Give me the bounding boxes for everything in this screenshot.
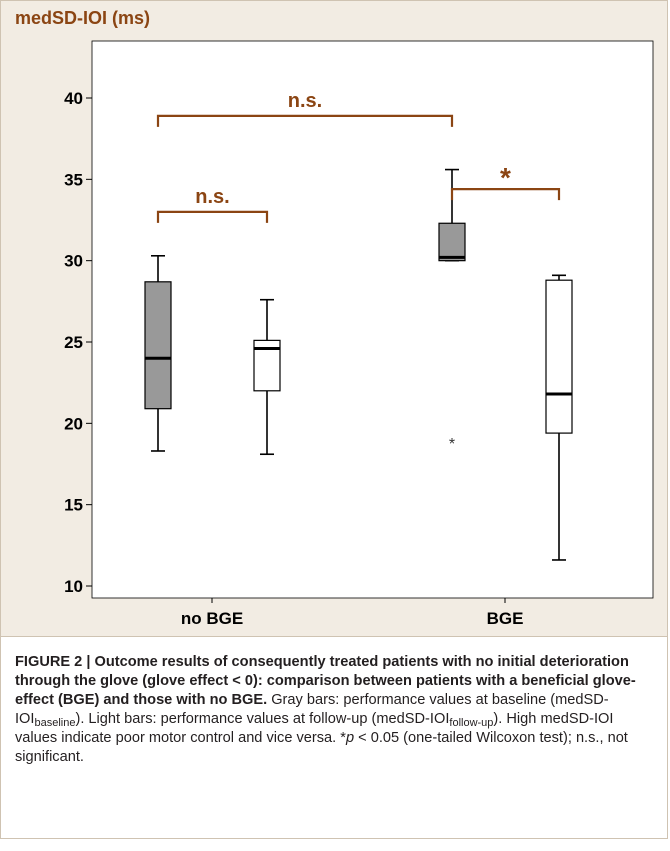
caption-box: FIGURE 2 | Outcome results of consequent… bbox=[0, 637, 668, 839]
y-tick-label: 35 bbox=[64, 170, 83, 189]
caption-tail: < 0.05 (one-tailed Wilcoxon test); n.s.,… bbox=[15, 730, 628, 765]
bracket-line bbox=[450, 187, 561, 201]
caption-light-pre: Light bars: performance values at follow… bbox=[84, 711, 450, 727]
box-iqr bbox=[144, 281, 172, 410]
caption-gray-sub: baseline bbox=[34, 717, 76, 729]
y-tick-label: 10 bbox=[64, 577, 83, 596]
caption-gray-pre: Gray bars: performance values at baselin… bbox=[15, 692, 609, 727]
x-tick-label: no BGE bbox=[181, 609, 243, 628]
y-tick-label: 40 bbox=[64, 89, 83, 108]
figure-caption: FIGURE 2 | Outcome results of consequent… bbox=[15, 653, 655, 767]
box-1 bbox=[144, 254, 172, 452]
box-2 bbox=[253, 298, 281, 456]
significance-label: n.s. bbox=[195, 186, 229, 208]
significance-label: n.s. bbox=[288, 90, 322, 112]
caption-p: p bbox=[345, 730, 355, 746]
significance-label: * bbox=[500, 162, 511, 193]
boxplot-chart: medSD-IOI (ms) 10 15 20 25 30 35 40 no BGE BGE * n.… bbox=[15, 8, 654, 628]
bracket-line bbox=[156, 210, 269, 223]
figure-panel: medSD-IOI (ms) 10 15 20 25 30 35 40 no BGE BGE * n.… bbox=[0, 0, 668, 637]
caption-light-post: ). High medSD-IOI values indicate poor m… bbox=[15, 711, 614, 746]
bracket-line bbox=[156, 114, 454, 127]
box-iqr bbox=[545, 279, 573, 434]
significance-bracket-1: n.s. bbox=[156, 186, 269, 223]
outlier-point: * bbox=[449, 436, 455, 453]
significance-bracket-3: * bbox=[450, 162, 561, 201]
y-tick-label: 20 bbox=[64, 414, 83, 433]
y-tick-label: 30 bbox=[64, 252, 83, 271]
significance-bracket-2: n.s. bbox=[156, 90, 454, 127]
box-iqr bbox=[438, 222, 466, 262]
caption-gray-post: ). bbox=[75, 711, 85, 727]
y-tick-label: 25 bbox=[64, 333, 83, 352]
x-tick-label: BGE bbox=[487, 609, 524, 628]
y-tick-label: 15 bbox=[64, 496, 83, 515]
chart-title: medSD-IOI (ms) bbox=[15, 8, 150, 28]
caption-lead: FIGURE 2 | Outcome results of consequent… bbox=[15, 654, 636, 708]
box-4 bbox=[545, 274, 573, 561]
caption-light-sub: follow-up bbox=[449, 717, 494, 729]
